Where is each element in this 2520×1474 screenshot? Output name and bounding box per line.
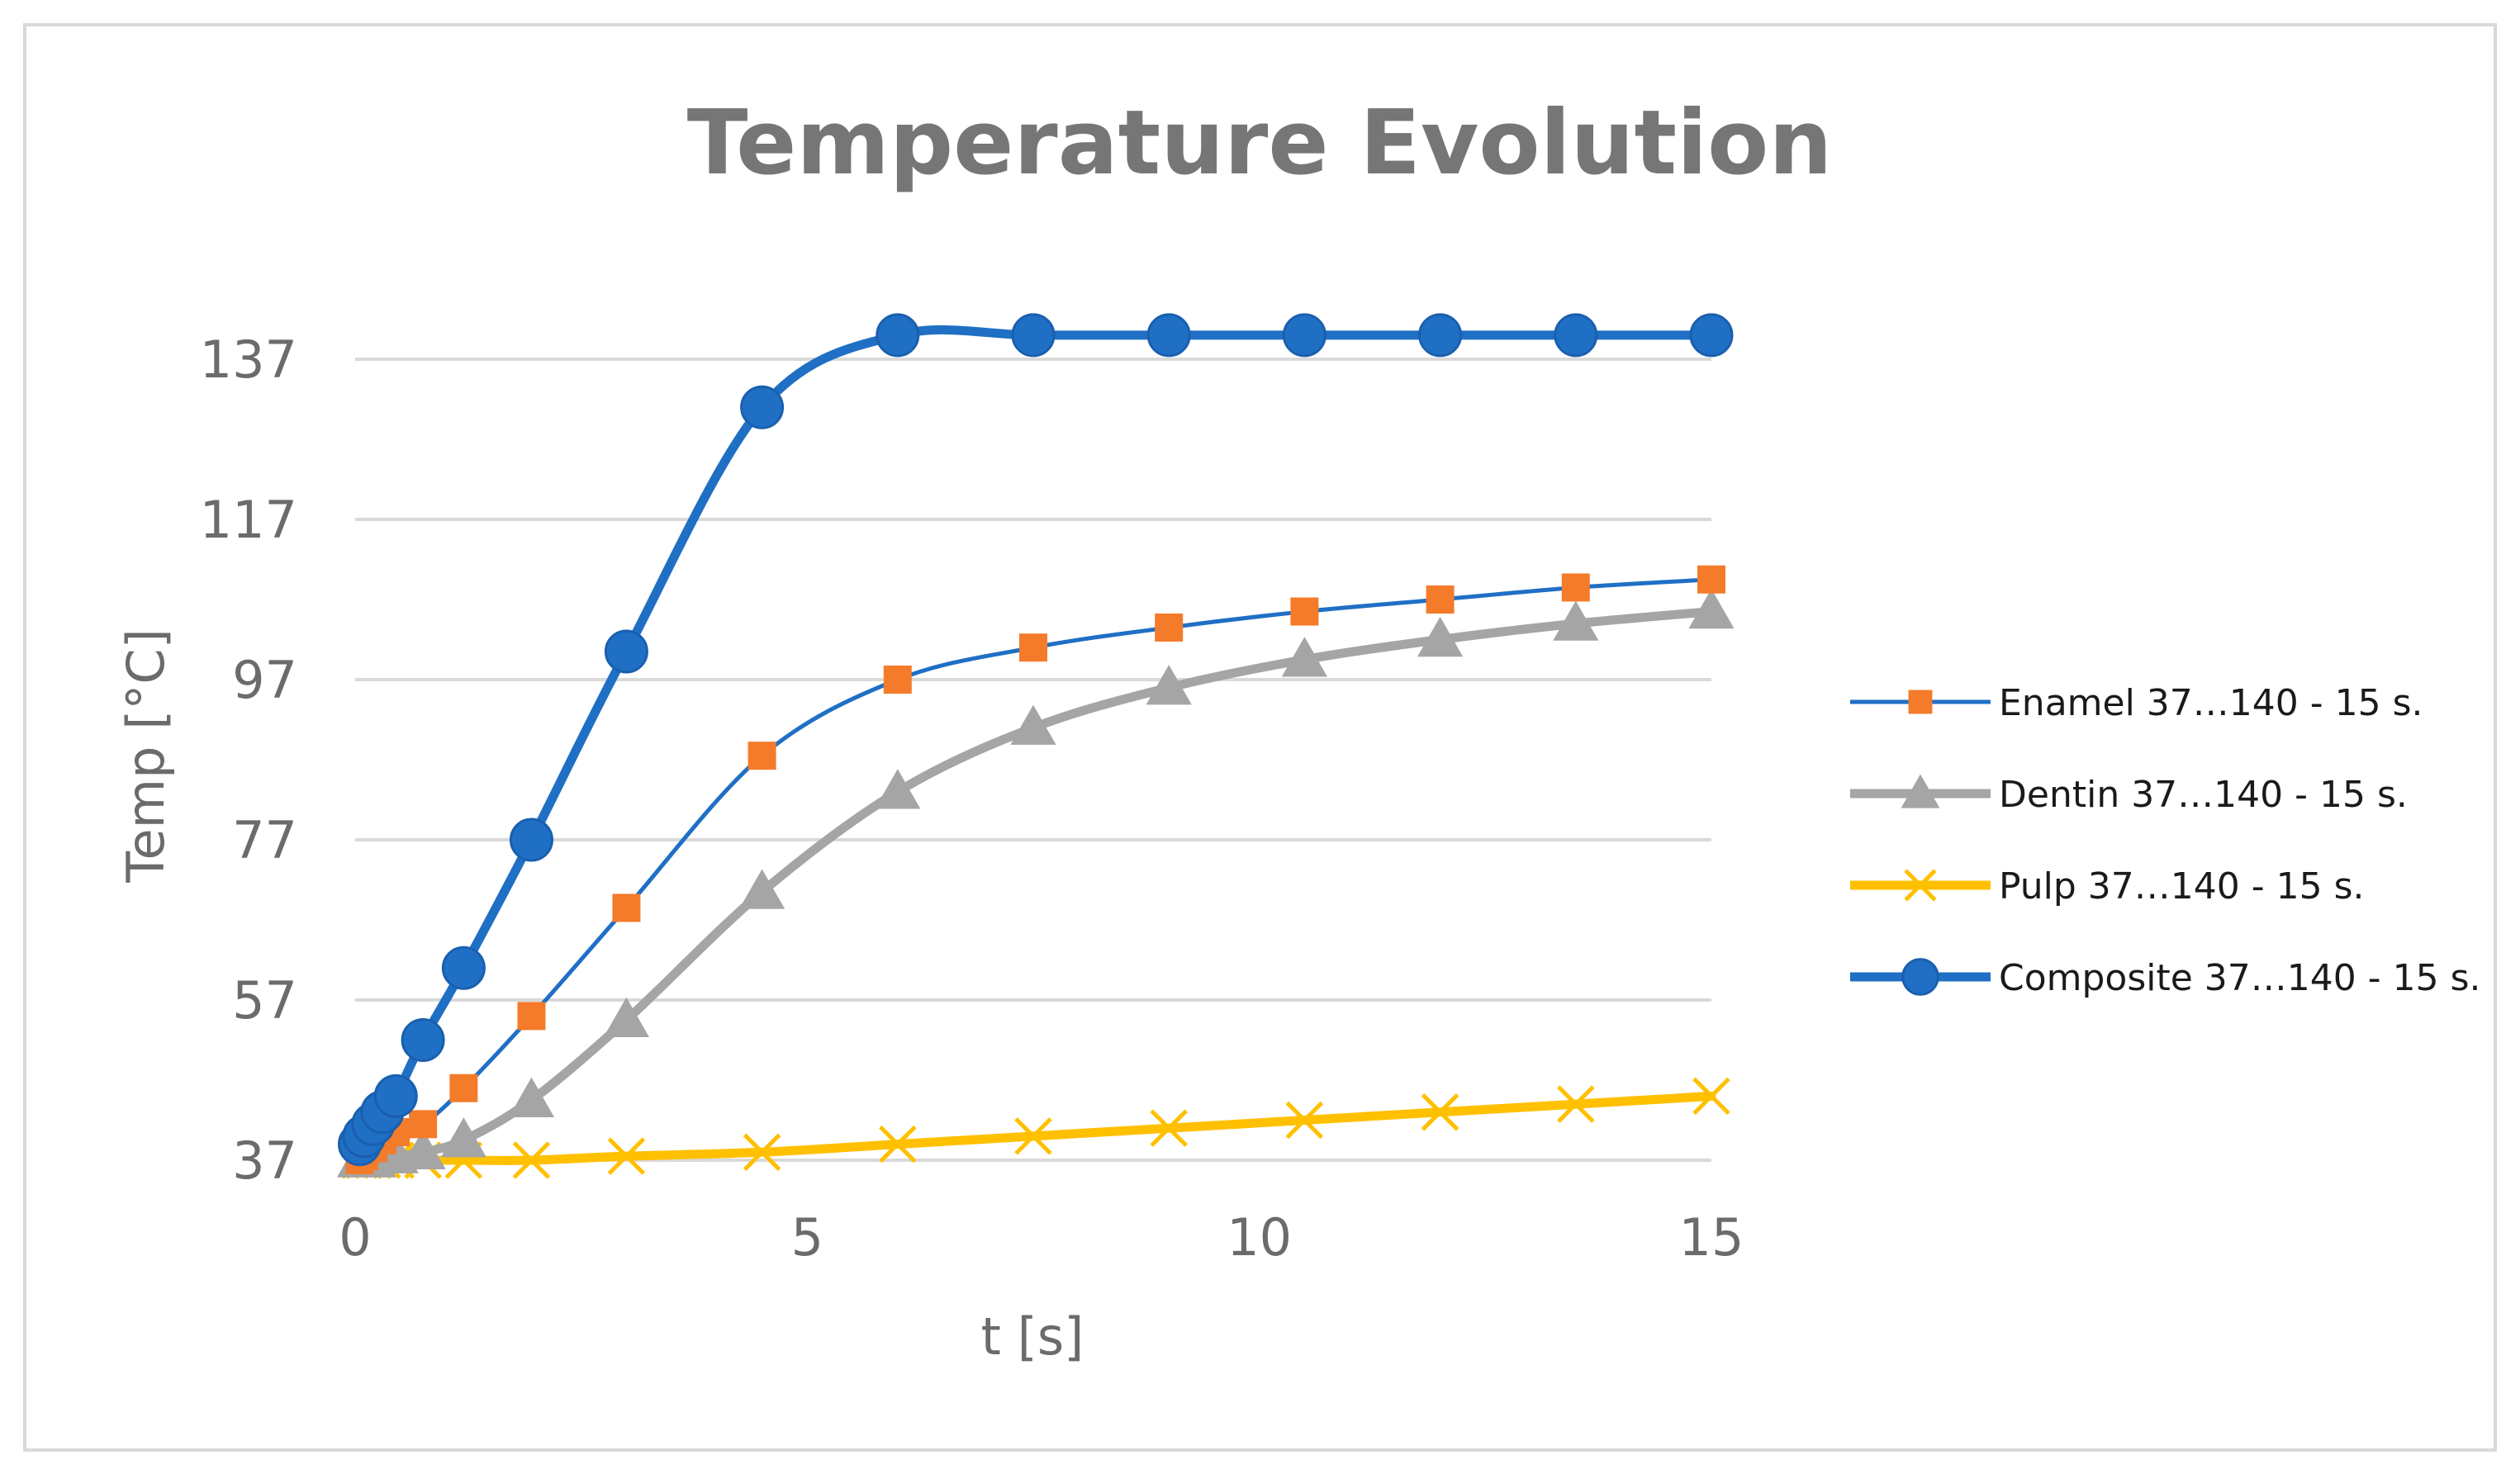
- data-point: [1557, 1085, 1595, 1123]
- x-tick-label: 10: [1227, 1207, 1292, 1268]
- data-point: [517, 1002, 546, 1031]
- legend-label: Composite 37…140 - 15 s.: [1999, 957, 2481, 999]
- legend-marker: [1901, 958, 1939, 996]
- legend-item: Dentin 37…140 - 15 s.: [1850, 774, 2408, 816]
- data-point: [1688, 588, 1735, 629]
- legend-marker: [1908, 690, 1933, 714]
- x-axis-label: t [s]: [981, 1306, 1084, 1367]
- data-point: [739, 869, 785, 909]
- data-point: [612, 893, 641, 922]
- series-2: [336, 588, 1735, 1178]
- data-point: [401, 1018, 445, 1062]
- legend: Enamel 37…140 - 15 s. Dentin 37…140 - 15 …: [1850, 682, 2481, 999]
- data-point: [1155, 613, 1184, 642]
- data-point: [1697, 565, 1725, 594]
- data-point: [441, 946, 486, 990]
- x-tick-label: 0: [339, 1207, 371, 1268]
- legend-marker: [1904, 869, 1937, 902]
- data-point: [607, 1137, 646, 1175]
- series-layer: [336, 313, 1735, 1179]
- data-point: [1417, 616, 1464, 657]
- chart-title: Temperature Evolution: [687, 92, 1832, 195]
- chart-frame: [23, 23, 2497, 1452]
- data-point: [740, 385, 785, 429]
- data-point: [1014, 1117, 1052, 1155]
- data-point: [1010, 704, 1056, 745]
- legend-item: Pulp 37…140 - 15 s.: [1850, 865, 2365, 908]
- data-point: [879, 1125, 917, 1164]
- data-point: [883, 666, 912, 694]
- data-point: [1282, 313, 1326, 358]
- data-point: [449, 1074, 478, 1102]
- data-point: [373, 1074, 418, 1118]
- data-point: [876, 313, 920, 358]
- series-line: [354, 1091, 1716, 1165]
- y-tick-label: 97: [232, 650, 297, 710]
- x-tick-label: 15: [1679, 1207, 1744, 1268]
- data-point: [743, 1133, 781, 1172]
- series-3: [340, 1077, 1730, 1179]
- data-point: [604, 629, 648, 674]
- y-axis-ticks: 37 57 77 97 117 137: [200, 329, 297, 1191]
- data-point: [1692, 1077, 1730, 1116]
- legend-marker: [1901, 774, 1940, 808]
- legend-item: Composite 37…140 - 15 s.: [1850, 957, 2481, 999]
- data-point: [1019, 633, 1047, 662]
- data-point: [1426, 585, 1455, 614]
- data-point: [1421, 1093, 1459, 1131]
- legend-item: Enamel 37…140 - 15 s.: [1850, 682, 2423, 724]
- data-point: [1146, 313, 1191, 358]
- data-point: [508, 1077, 555, 1117]
- data-point: [1285, 1101, 1324, 1140]
- data-point: [1011, 313, 1056, 358]
- data-point: [1553, 600, 1599, 641]
- data-point: [509, 818, 553, 862]
- y-tick-label: 137: [200, 329, 297, 390]
- data-point: [1689, 313, 1734, 358]
- data-point: [400, 1129, 446, 1169]
- y-tick-label: 57: [232, 970, 297, 1031]
- data-point: [409, 1110, 438, 1139]
- data-point: [440, 1117, 486, 1158]
- data-point: [1561, 573, 1590, 602]
- data-point: [603, 997, 649, 1037]
- data-point: [1146, 665, 1192, 705]
- series-4: [337, 313, 1734, 1167]
- data-point: [875, 769, 921, 809]
- data-point: [512, 1141, 551, 1179]
- data-point: [1281, 637, 1327, 677]
- grid-lines: [355, 358, 1711, 1162]
- legend-label: Enamel 37…140 - 15 s.: [1999, 682, 2423, 724]
- data-point: [1418, 313, 1463, 358]
- y-tick-label: 37: [232, 1130, 297, 1191]
- x-tick-label: 5: [791, 1207, 823, 1268]
- data-point: [1150, 1109, 1188, 1147]
- legend-label: Pulp 37…140 - 15 s.: [1999, 865, 2365, 908]
- y-axis-label: Temp [°C]: [116, 628, 176, 884]
- data-point: [747, 742, 776, 770]
- series-line: [354, 607, 1716, 1165]
- y-tick-label: 117: [200, 490, 297, 550]
- data-point: [1554, 313, 1598, 358]
- legend-label: Dentin 37…140 - 15 s.: [1999, 774, 2408, 816]
- x-axis-ticks: 0 5 10 15: [339, 1207, 1744, 1268]
- data-point: [1290, 597, 1319, 626]
- y-tick-label: 77: [232, 810, 297, 870]
